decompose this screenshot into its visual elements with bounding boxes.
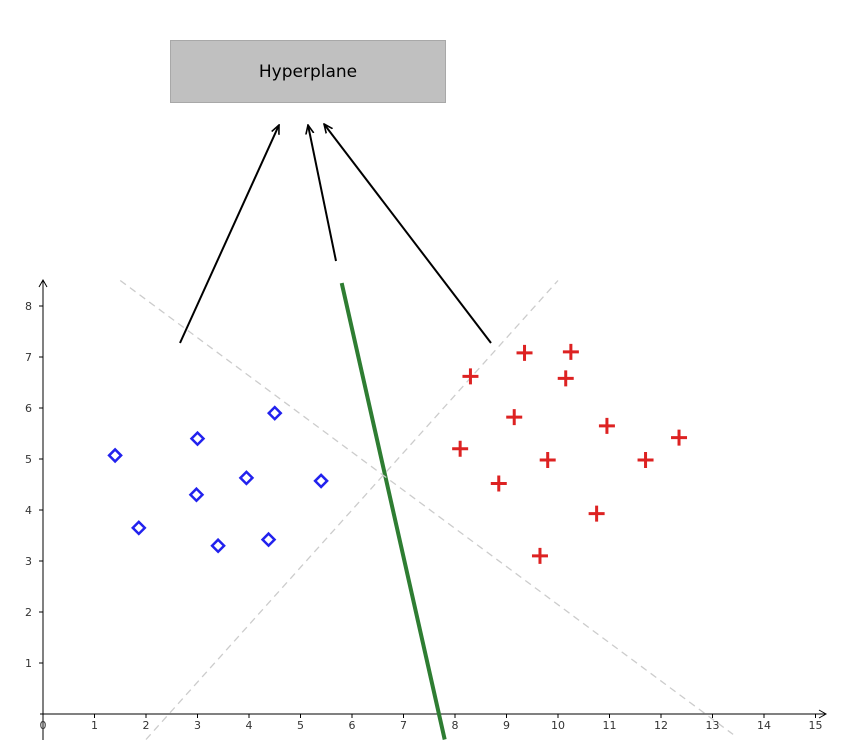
plus-point: [531, 547, 548, 564]
x-tick-label: 12: [654, 719, 668, 732]
y-tick-label: 4: [25, 504, 32, 517]
axes: [38, 278, 828, 740]
x-tick-label: 9: [503, 719, 510, 732]
x-axis-arrow: [818, 709, 828, 719]
diamond-point: [313, 473, 329, 489]
plus-point: [539, 452, 556, 469]
x-tick-label: 0: [40, 719, 47, 732]
arrow-left: [179, 125, 280, 344]
plus-point: [637, 452, 654, 469]
y-tick-label: 2: [25, 606, 32, 619]
diamond-point: [266, 405, 283, 421]
diamond-point: [238, 470, 255, 486]
plus-point: [462, 368, 479, 385]
arrow-right: [324, 124, 492, 344]
plus-point: [598, 417, 615, 434]
margin-line: [145, 280, 559, 740]
diamond-point: [260, 531, 277, 548]
y-axis-arrow: [38, 278, 48, 288]
x-tick-label: 11: [603, 719, 617, 732]
x-tick-label: 15: [809, 719, 823, 732]
x-tick-label: 8: [452, 719, 459, 732]
points: [107, 343, 688, 564]
plus-point: [506, 409, 523, 426]
diamond-point: [188, 486, 205, 503]
plus-point: [557, 370, 574, 387]
x-tick-label: 1: [91, 719, 98, 732]
hyperplane-label-text: Hyperplane: [258, 61, 358, 82]
lines: [119, 279, 734, 740]
arrow-middle: [308, 125, 337, 262]
y-tick-label: 7: [25, 351, 32, 364]
diamond-point: [131, 520, 147, 536]
x-tick-label: 14: [757, 719, 771, 732]
x-tick-label: 4: [246, 719, 253, 732]
plus-point: [671, 429, 688, 446]
hyperplane-line: [339, 282, 447, 740]
y-tick-label: 5: [25, 453, 32, 466]
x-tick-label: 6: [349, 719, 356, 732]
x-tick-label: 7: [400, 719, 407, 732]
y-tick-label: 1: [25, 657, 32, 670]
x-tick-label: 2: [143, 719, 150, 732]
y-tick-label: 6: [25, 402, 32, 415]
plus-point: [516, 344, 533, 361]
diamond-point: [189, 430, 206, 447]
plus-point: [562, 343, 579, 360]
x-tick-label: 3: [194, 719, 201, 732]
hyperplane-label: Hyperplane: [170, 40, 446, 103]
diamond-point: [210, 537, 226, 554]
plus-point: [452, 440, 469, 457]
x-tick-label: 13: [706, 719, 720, 732]
y-tick-label: 3: [25, 555, 32, 568]
diamond-point: [107, 447, 123, 464]
plus-point: [490, 475, 507, 492]
x-tick-label: 5: [297, 719, 304, 732]
plus-point: [588, 505, 605, 522]
label-arrows: [179, 124, 492, 344]
y-tick-label: 8: [25, 300, 32, 313]
x-tick-label: 10: [551, 719, 565, 732]
